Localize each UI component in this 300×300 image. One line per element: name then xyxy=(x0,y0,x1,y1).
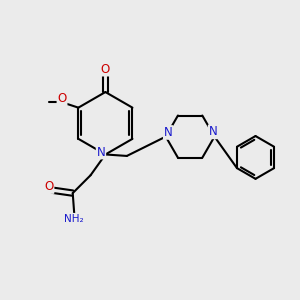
Text: N: N xyxy=(97,146,105,159)
Text: O: O xyxy=(101,63,110,76)
Text: NH₂: NH₂ xyxy=(64,214,84,224)
Text: O: O xyxy=(44,180,54,193)
Text: O: O xyxy=(57,92,67,105)
Text: N: N xyxy=(164,126,172,139)
Text: N: N xyxy=(208,125,217,138)
